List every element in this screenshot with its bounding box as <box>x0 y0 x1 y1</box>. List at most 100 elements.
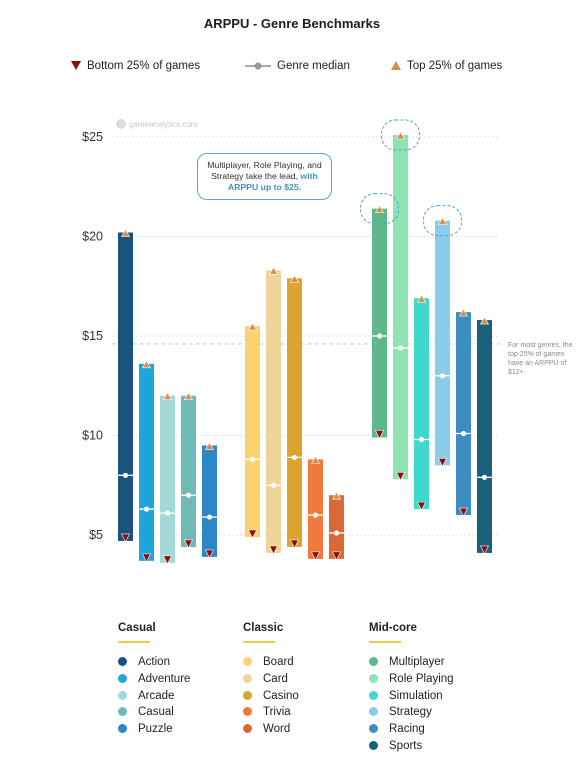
bottom-marker <box>417 501 426 511</box>
top-marker <box>416 294 427 303</box>
y-tick-label: $10 <box>82 429 103 443</box>
y-tick-label: $5 <box>89 528 103 542</box>
median-marker <box>376 333 383 339</box>
bottom-marker <box>375 430 384 440</box>
legend-dot <box>243 690 252 700</box>
legend-dot <box>369 707 378 717</box>
watermark: gameanalytics.com <box>116 119 197 129</box>
median-marker <box>206 514 213 520</box>
down-triangle-icon <box>71 61 81 71</box>
legend-dot <box>243 724 252 734</box>
legend-top: Top 25% of games <box>391 60 502 72</box>
median-marker <box>249 456 256 462</box>
top-marker <box>310 455 321 464</box>
median-marker <box>481 474 488 480</box>
legend-item-action: Action <box>118 656 170 668</box>
legend-dot <box>369 673 378 683</box>
legend-bottom-label: Bottom 25% of games <box>87 60 201 72</box>
top-marker <box>458 308 469 317</box>
legend-label: Racing <box>389 723 425 736</box>
y-tick-label: $20 <box>82 230 103 244</box>
bar-action <box>118 232 133 541</box>
top-marker <box>247 322 258 331</box>
legend-median: Genre median <box>245 60 350 72</box>
bottom-marker <box>480 545 489 555</box>
legend-item-arcade: Arcade <box>118 690 174 702</box>
bottom-marker <box>438 458 447 468</box>
group-underline <box>243 641 275 643</box>
legend-top-label: Top 25% of games <box>407 60 503 72</box>
legend-item-strategy: Strategy <box>369 706 432 718</box>
top-marker <box>374 205 385 213</box>
median-marker <box>185 492 192 498</box>
bottom-marker <box>332 551 341 561</box>
bar-board <box>245 326 260 537</box>
legend-dot <box>369 741 378 750</box>
legend-dot <box>118 724 127 734</box>
median-marker <box>439 373 446 379</box>
bar-arcade <box>160 395 175 563</box>
callout-box: Multiplayer, Role Playing, and Strategy … <box>197 153 332 200</box>
bar-puzzle <box>202 445 217 557</box>
top-marker <box>204 441 215 450</box>
bar-multiplayer <box>372 208 387 438</box>
bar-trivia <box>308 459 323 559</box>
group-underline <box>369 641 401 643</box>
top-marker <box>331 491 342 500</box>
bottom-marker <box>163 555 172 565</box>
median-marker <box>397 345 404 351</box>
legend-dot <box>243 673 252 683</box>
legend-item-racing: Racing <box>369 723 425 735</box>
bar-simulation <box>414 298 429 510</box>
median-marker <box>312 512 319 518</box>
bar-sports <box>477 320 492 553</box>
median-marker <box>122 472 129 478</box>
legend-dot <box>369 690 378 700</box>
legend-item-role-playing: Role Playing <box>369 673 454 685</box>
median-marker <box>164 510 171 516</box>
legend-dot <box>243 657 252 666</box>
bar-racing <box>456 312 471 516</box>
median-marker <box>460 430 467 437</box>
highlight-outline <box>381 119 420 151</box>
top-marker <box>289 274 300 283</box>
y-tick-label: $15 <box>82 329 103 343</box>
y-tick-label: $25 <box>82 130 103 144</box>
bottom-marker <box>269 545 278 555</box>
bar-casino <box>287 278 302 547</box>
legend-dot <box>369 657 378 666</box>
legend-item-casino: Casino <box>243 690 299 702</box>
top-marker <box>437 216 448 225</box>
bottom-marker <box>396 471 405 481</box>
legend-item-board: Board <box>243 656 294 668</box>
legend-item-simulation: Simulation <box>369 690 443 702</box>
up-triangle-icon <box>391 61 401 71</box>
bottom-marker <box>459 507 468 517</box>
watermark-text: gameanalytics.com <box>129 120 198 129</box>
callout-highlight-a: with <box>300 171 318 181</box>
legend-item-multiplayer: Multiplayer <box>369 656 445 668</box>
legend-label: Trivia <box>263 706 291 719</box>
median-line-icon <box>245 62 271 70</box>
legend-item-card: Card <box>243 673 288 685</box>
legend-label: Strategy <box>389 706 432 719</box>
legend-item-trivia: Trivia <box>243 706 291 718</box>
bar-card <box>266 270 281 553</box>
side-note: For most genres, the top 25% of games ha… <box>508 342 573 376</box>
bottom-marker <box>205 549 214 559</box>
highlight-outline <box>423 205 462 237</box>
bottom-marker <box>142 553 151 563</box>
top-marker <box>162 392 173 401</box>
group-underline <box>118 641 150 643</box>
legend-label: Casino <box>263 689 299 702</box>
callout-line-1: Multiplayer, Role Playing, and <box>207 160 322 170</box>
gameanalytics-logo-icon <box>116 119 126 129</box>
bar-word <box>329 495 344 559</box>
range-chart: $25 $20 $15 $10 $5 <box>82 119 500 565</box>
median-marker <box>333 530 340 536</box>
legend-label: Puzzle <box>138 723 173 736</box>
bottom-marker <box>184 539 193 549</box>
legend-item-sports: Sports <box>369 740 422 752</box>
bar-role-playing <box>393 135 408 480</box>
legend-label: Simulation <box>389 689 443 702</box>
